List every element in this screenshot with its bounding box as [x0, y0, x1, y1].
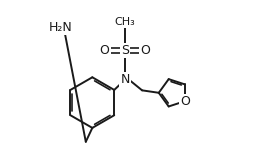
- Text: O: O: [140, 44, 150, 57]
- Text: H₂N: H₂N: [49, 21, 72, 34]
- Text: O: O: [180, 95, 190, 108]
- Text: N: N: [120, 73, 130, 86]
- Text: S: S: [121, 44, 129, 57]
- Text: CH₃: CH₃: [115, 17, 135, 27]
- Text: O: O: [100, 44, 109, 57]
